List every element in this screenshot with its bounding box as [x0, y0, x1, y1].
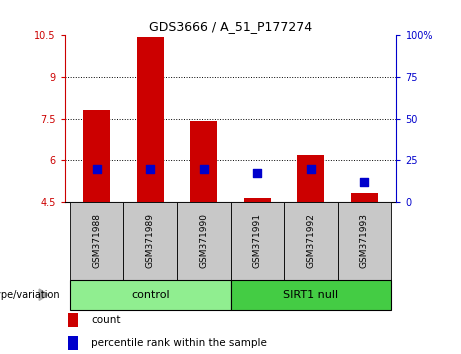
Bar: [284, 202, 337, 280]
Bar: [70, 280, 230, 310]
Text: GSM371991: GSM371991: [253, 213, 262, 268]
Polygon shape: [39, 289, 48, 300]
Bar: [68, 313, 78, 327]
Text: GSM371993: GSM371993: [360, 213, 369, 268]
Bar: [230, 202, 284, 280]
Bar: [244, 199, 271, 202]
Text: percentile rank within the sample: percentile rank within the sample: [91, 338, 267, 348]
Bar: [83, 110, 110, 202]
Title: GDS3666 / A_51_P177274: GDS3666 / A_51_P177274: [149, 20, 312, 33]
Point: [254, 171, 261, 176]
Bar: [190, 121, 217, 202]
Point: [307, 166, 314, 171]
Text: genotype/variation: genotype/variation: [0, 290, 60, 300]
Text: control: control: [131, 290, 170, 300]
Bar: [230, 280, 391, 310]
Bar: [68, 336, 78, 350]
Point: [200, 166, 207, 171]
Point: [147, 166, 154, 171]
Text: GSM371990: GSM371990: [199, 213, 208, 268]
Text: GSM371989: GSM371989: [146, 213, 155, 268]
Bar: [137, 37, 164, 202]
Text: GSM371988: GSM371988: [92, 213, 101, 268]
Bar: [351, 193, 378, 202]
Text: GSM371992: GSM371992: [306, 213, 315, 268]
Point: [361, 179, 368, 185]
Point: [93, 166, 100, 171]
Bar: [70, 202, 124, 280]
Text: count: count: [91, 315, 121, 325]
Bar: [124, 202, 177, 280]
Bar: [337, 202, 391, 280]
Text: SIRT1 null: SIRT1 null: [283, 290, 338, 300]
Bar: [177, 202, 230, 280]
Bar: [297, 155, 324, 202]
